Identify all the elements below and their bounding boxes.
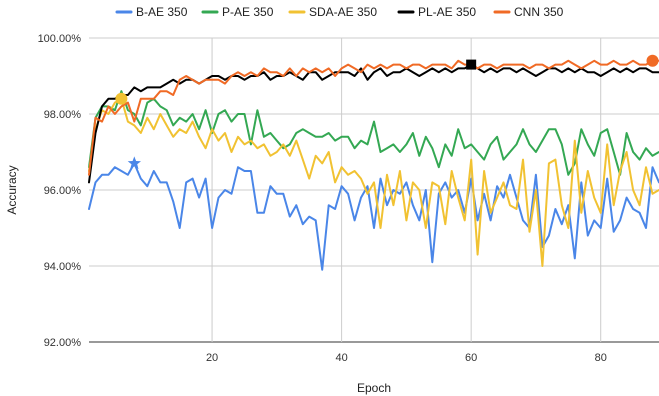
y-tick-label: 98.00% xyxy=(44,109,82,121)
series-line-b-ae-350 xyxy=(88,162,659,271)
series-layer xyxy=(88,59,659,271)
y-tick-label: 92.00% xyxy=(44,337,82,349)
legend-label-p-ae-350: P-AE 350 xyxy=(222,5,274,19)
axes: 92.00% 94.00% 96.00% 98.00% 100.00% 20 40 60 80 xyxy=(38,33,607,364)
highlight-marker-cnn-350 xyxy=(646,54,659,67)
legend: B-AE 350 P-AE 350 SDA-AE 350 PL-AE 350 CNN 3… xyxy=(115,5,564,19)
legend-label-sda-ae-350: SDA-AE 350 xyxy=(309,5,377,19)
gridlines xyxy=(89,37,659,343)
y-tick-label: 100.00% xyxy=(38,33,82,45)
series-line-pl-ae-350 xyxy=(88,63,659,184)
y-axis-title: Accuracy xyxy=(5,165,19,214)
x-tick-label: 60 xyxy=(465,352,477,364)
x-tick-label: 80 xyxy=(595,352,607,364)
highlight-marker-sda-ae-350 xyxy=(115,92,128,105)
x-tick-label: 40 xyxy=(335,352,347,364)
legend-label-pl-ae-350: PL-AE 350 xyxy=(418,5,476,19)
x-axis-title: Epoch xyxy=(357,381,391,395)
y-tick-label: 94.00% xyxy=(44,261,82,273)
highlight-marker-b-ae-350 xyxy=(127,156,141,170)
legend-label-b-ae-350: B-AE 350 xyxy=(136,5,188,19)
highlight-markers xyxy=(115,54,659,170)
series-line-cnn-350 xyxy=(88,59,659,176)
legend-label-cnn-350: CNN 350 xyxy=(514,5,564,19)
series-line-sda-ae-350 xyxy=(88,97,659,267)
series-line-p-ae-350 xyxy=(88,90,659,176)
x-tick-label: 20 xyxy=(206,352,218,364)
highlight-marker-pl-ae-350 xyxy=(466,59,477,70)
y-tick-label: 96.00% xyxy=(44,185,82,197)
